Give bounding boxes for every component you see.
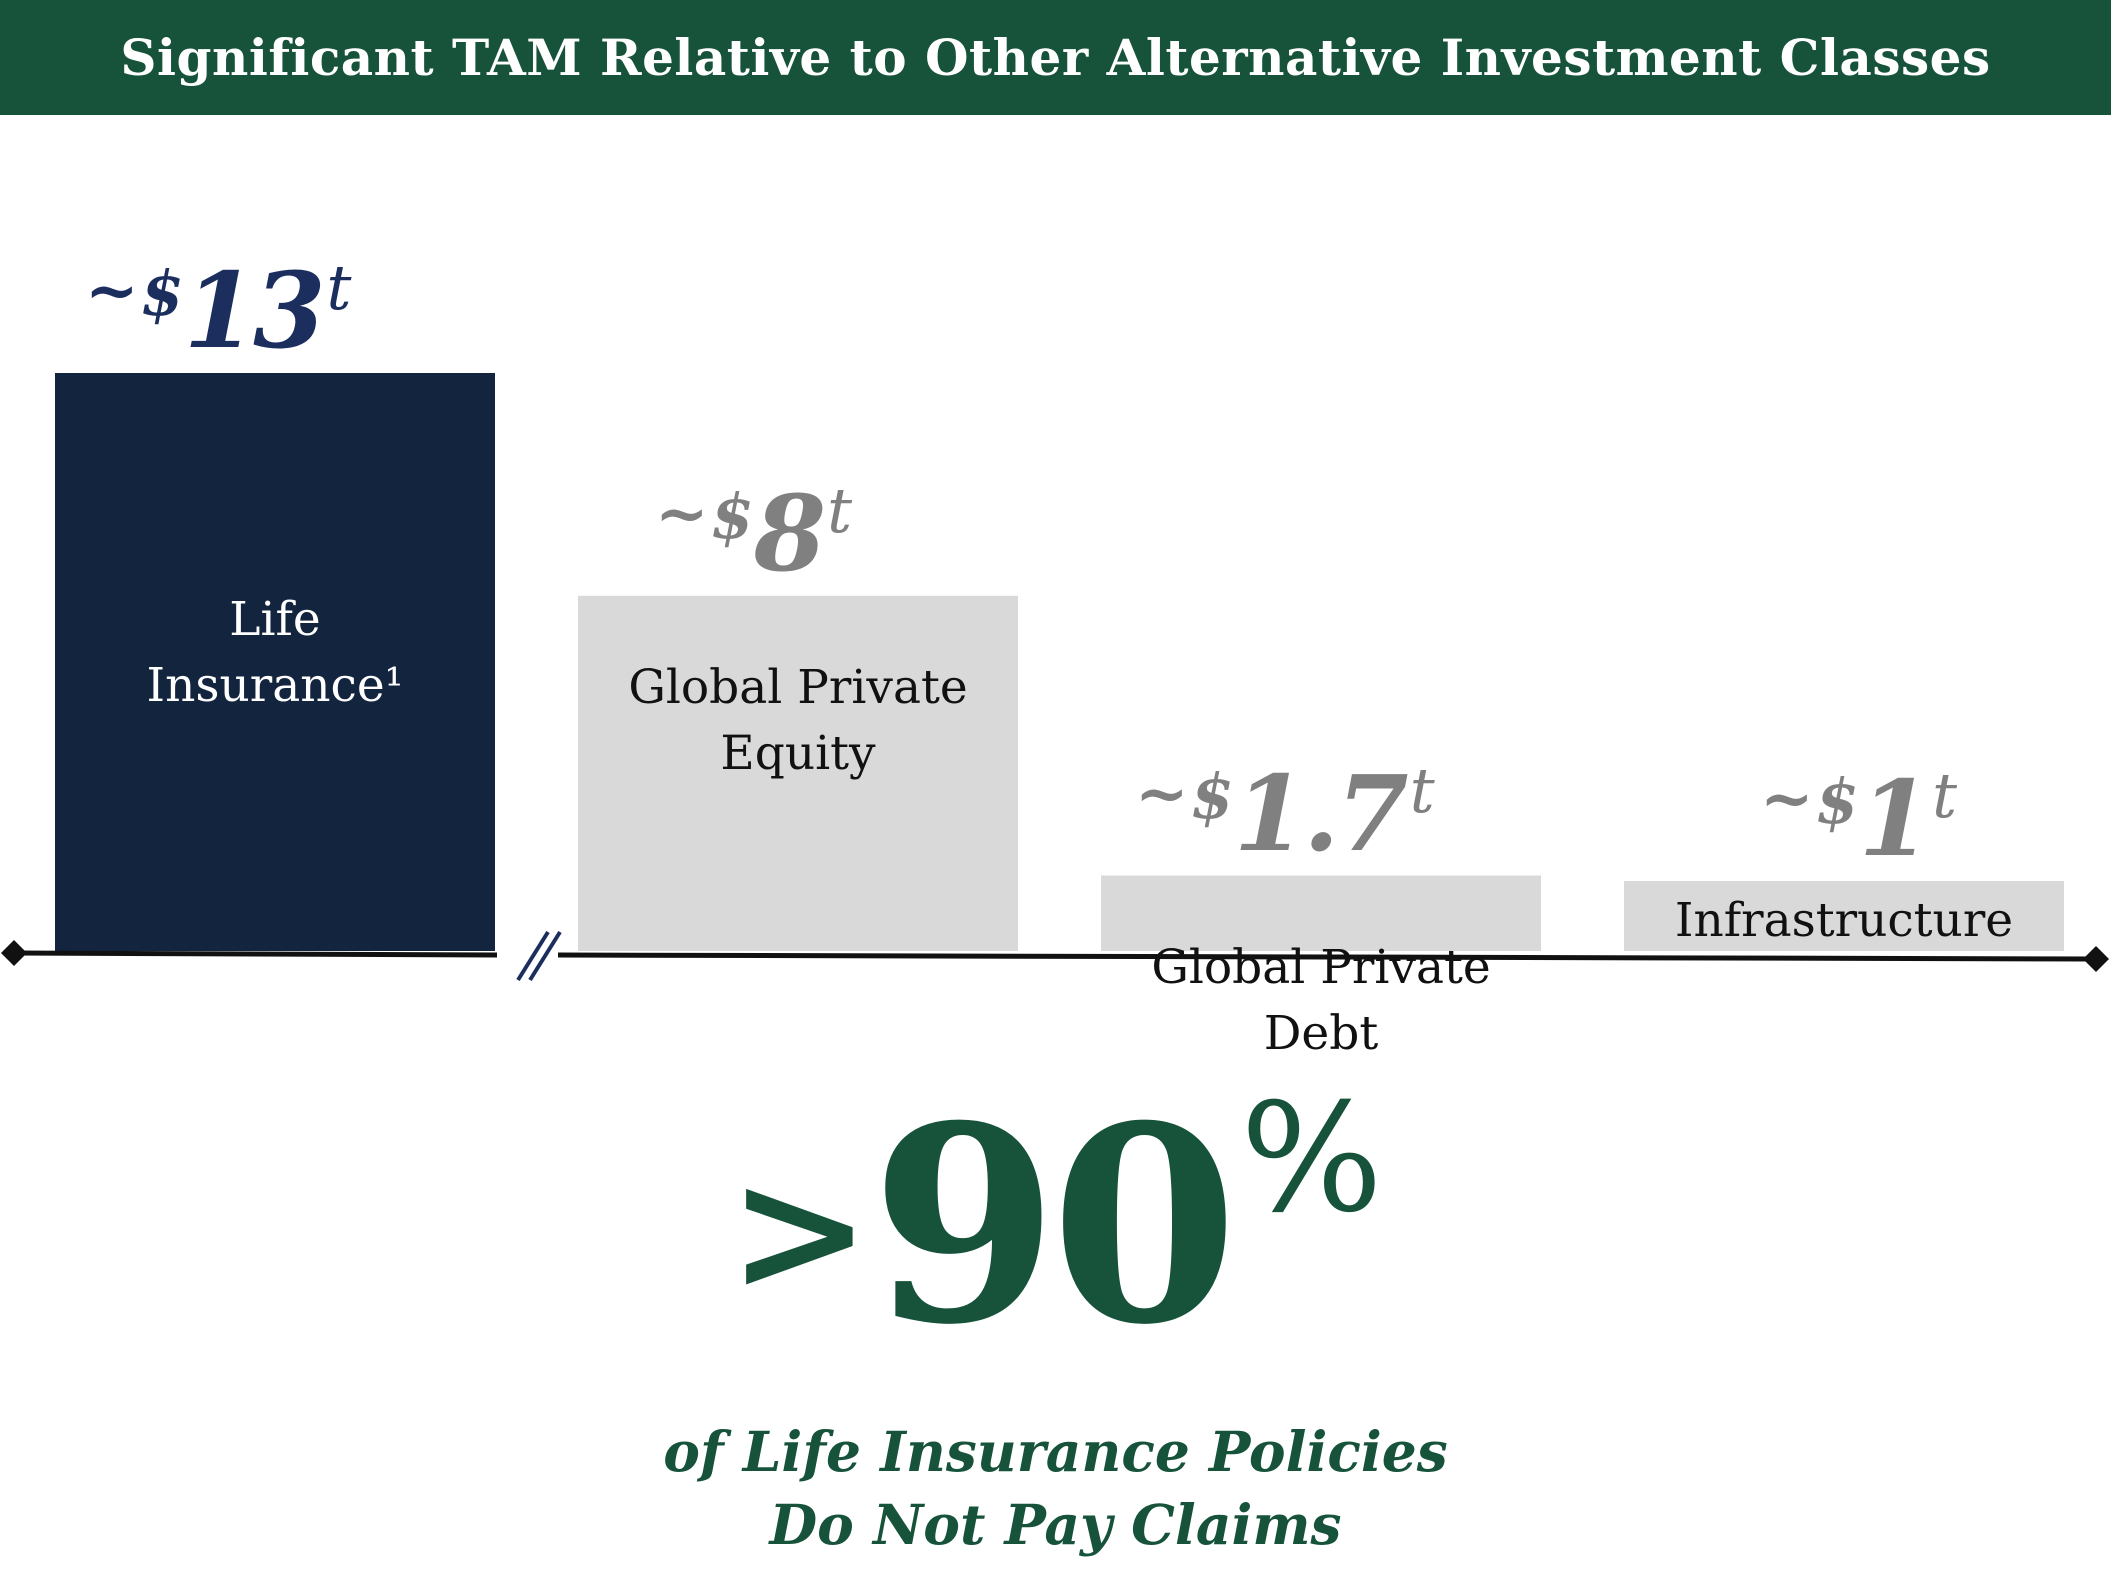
page-title: Significant TAM Relative to Other Altern… <box>120 28 1991 87</box>
stat-value: 90 <box>870 1066 1239 1384</box>
bar-value-label-3: ~ $1.7 t <box>1135 741 1435 866</box>
value-tilde: ~ <box>1135 755 1189 831</box>
stat-caption-line1: of Life Insurance Policies <box>663 1419 1448 1484</box>
value-unit: t <box>827 473 853 547</box>
value-num: 13 <box>183 249 326 372</box>
stat-caption-line2: Do Not Pay Claims <box>769 1492 1342 1557</box>
bar-value-label-2: ~ $8 t <box>655 461 852 586</box>
value-dollar: $ <box>1190 759 1234 833</box>
value-dollar: $ <box>140 257 184 330</box>
bar-category-label-2: Global Private Equity <box>578 636 1018 806</box>
tam-bar-chart <box>1 373 2109 982</box>
bar-value-label-1: ~ $13 t <box>85 238 351 363</box>
value-unit: t <box>326 251 352 324</box>
stat-caption: of Life Insurance Policies Do Not Pay Cl… <box>0 1415 2111 1561</box>
bar-3 <box>1101 875 1541 951</box>
x-axis-right <box>557 952 2098 962</box>
value-num: 1 <box>1858 757 1931 880</box>
axis-start-diamond <box>1 940 27 966</box>
value-tilde: ~ <box>655 475 709 551</box>
bar-category-text: Infrastructure <box>1674 893 2014 948</box>
bar-category-text: Life Insurance¹ <box>146 592 404 713</box>
bar-category-text: Global Private Equity <box>628 659 968 781</box>
x-axis-left <box>13 950 498 958</box>
bar-category-label-3: Global Private Debt <box>1101 916 1541 1086</box>
value-unit: t <box>1409 753 1435 827</box>
value-unit: t <box>1932 759 1958 832</box>
header-banner: Significant TAM Relative to Other Altern… <box>0 0 2111 115</box>
value-tilde: ~ <box>1760 761 1814 836</box>
value-tilde: ~ <box>85 253 139 328</box>
bar-category-label-4: Infrastructure <box>1624 891 2064 951</box>
value-num: 1.7 <box>1233 751 1409 875</box>
stat-headline: >90% <box>0 1072 2111 1370</box>
value-dollar: $ <box>710 479 754 553</box>
bar-2 <box>578 595 1018 951</box>
bar-category-label-1: Life Insurance¹ <box>55 573 495 733</box>
bar-4 <box>1624 881 2064 951</box>
bar-category-text: Global Private Debt <box>1151 939 1491 1061</box>
axis-end-diamond <box>2083 946 2109 972</box>
axis-break-mark-2 <box>528 930 562 982</box>
bar-1 <box>55 373 495 951</box>
value-dollar: $ <box>1815 765 1859 838</box>
value-num: 8 <box>753 471 826 595</box>
stat-prefix: > <box>728 1131 871 1331</box>
stat-suffix: % <box>1240 1072 1383 1246</box>
axis-break-mark-1 <box>516 930 550 982</box>
bar-value-label-4: ~ $1 t <box>1760 746 1957 871</box>
